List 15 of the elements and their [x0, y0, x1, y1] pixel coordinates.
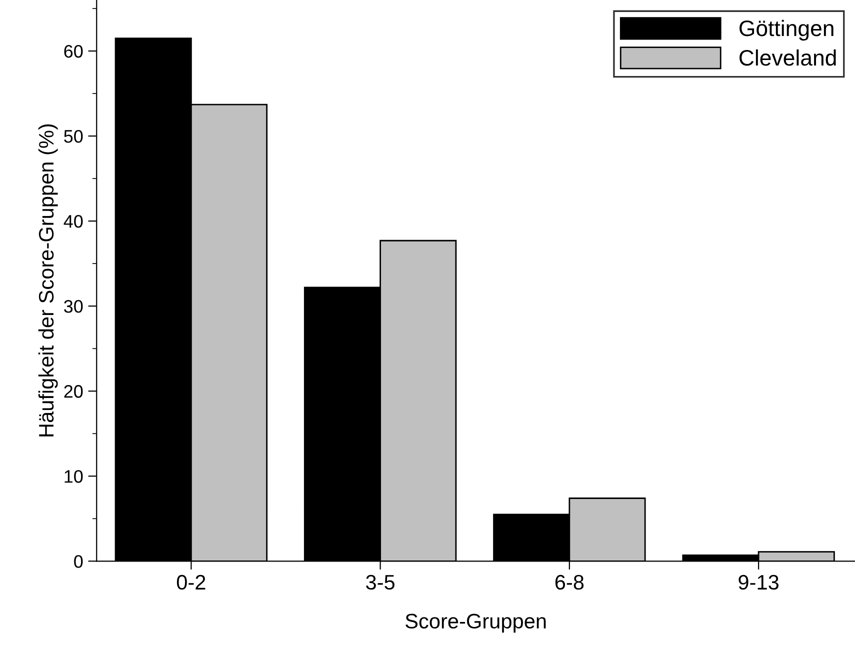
x-tick-label: 6-8: [555, 574, 584, 590]
y-axis-title: Häufigkeit der Score-Gruppen (%): [38, 124, 58, 436]
legend-label: Cleveland: [740, 49, 836, 66]
legend-label: Göttingen: [740, 20, 834, 41]
y-tick-label: 30: [64, 300, 83, 313]
y-tick-label: 40: [64, 215, 83, 228]
x-tick-label: 0-2: [176, 574, 206, 590]
x-tick-label: 3-5: [366, 574, 394, 590]
y-tick-label: 50: [64, 130, 83, 143]
y-tick-label: 20: [64, 385, 83, 398]
x-tick-label: 9-13: [738, 574, 778, 590]
y-tick-label: 10: [64, 470, 83, 483]
y-tick-label: 0: [74, 555, 83, 568]
x-axis-title: Score-Gruppen: [406, 614, 546, 633]
y-tick-label: 60: [64, 44, 83, 58]
